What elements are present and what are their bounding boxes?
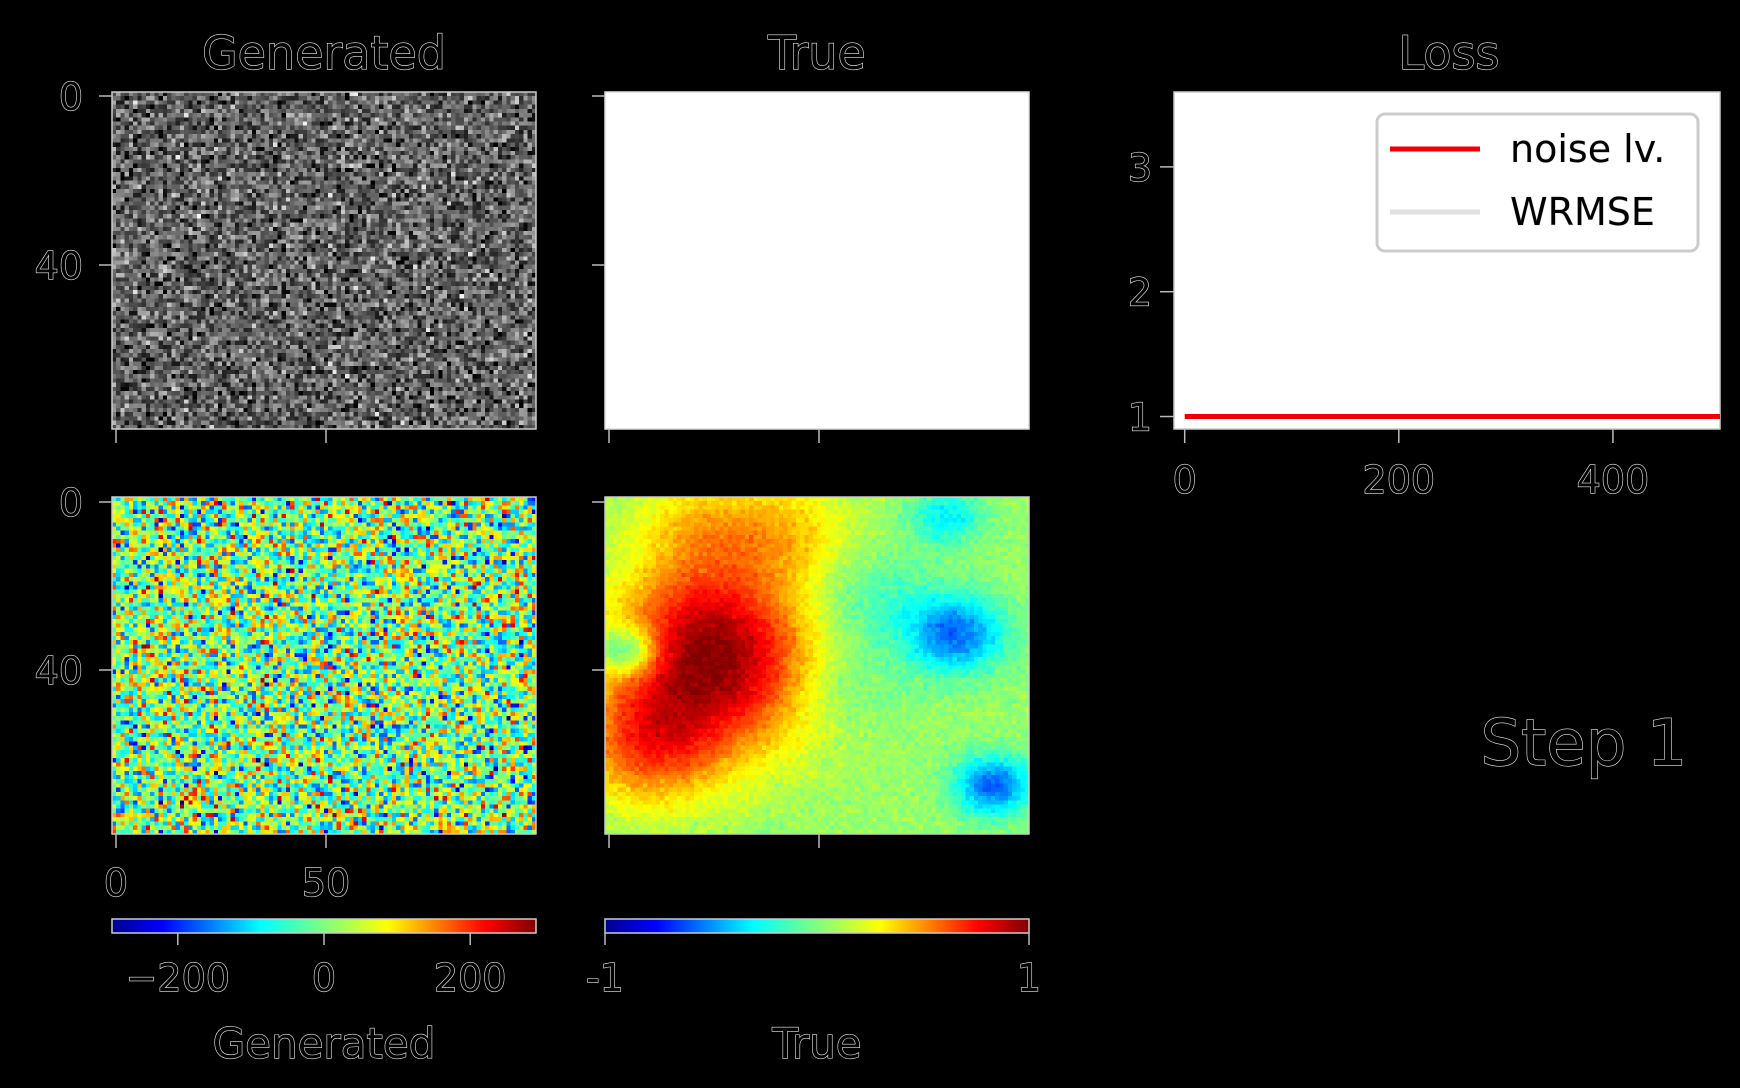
panel-generated-jet: 0 40 0 50 <box>34 480 537 906</box>
colorbar-gradient <box>604 918 1030 934</box>
x-tick-label: 0 <box>1173 458 1197 502</box>
true-field-jet-image <box>605 497 1029 834</box>
legend-label-wrmse: WRMSE <box>1510 190 1655 234</box>
panel-title-loss: Loss <box>1399 26 1500 80</box>
axes-frame <box>604 496 1030 835</box>
legend-label-noise: noise lv. <box>1510 127 1665 171</box>
axes-frame <box>111 91 537 430</box>
colorbar-tick-label: −200 <box>126 956 230 1000</box>
generated-noise-jet-image <box>112 497 536 834</box>
y-tick-label: 2 <box>1128 271 1152 315</box>
step-label: Step 1 <box>1481 707 1688 781</box>
colorbar-gradient <box>111 918 537 934</box>
panel-loss: Loss 0 200 400 1 2 3 noise lv. WRMSE <box>1127 25 1721 503</box>
colorbar-tick-label: -1 <box>586 956 624 1000</box>
panel-title-generated: Generated <box>202 26 446 80</box>
colorbar-generated: Generated −200 0 200 <box>111 918 537 1069</box>
y-tick-label: 0 <box>59 75 83 119</box>
x-tick-label: 0 <box>104 861 128 905</box>
x-tick-label: 50 <box>302 861 350 905</box>
panel-generated-gray: Generated 0 40 <box>34 25 537 443</box>
panel-title-true: True <box>767 26 866 80</box>
x-tick-label: 200 <box>1363 458 1436 502</box>
colorbar-tick-label: 200 <box>434 956 507 1000</box>
y-tick-label: 0 <box>59 481 83 525</box>
panel-true-gray: True <box>592 25 1030 443</box>
y-tick-label: 1 <box>1128 396 1152 440</box>
generated-noise-image <box>112 92 536 429</box>
loss-ticks: 0 200 400 1 2 3 <box>1127 145 1650 502</box>
colorbar-true: True -1 1 <box>585 918 1042 1069</box>
axes-frame <box>604 91 1030 430</box>
y-tick-label: 40 <box>35 649 83 693</box>
y-tick-label: 3 <box>1128 146 1152 190</box>
y-tick-label: 40 <box>35 244 83 288</box>
colorbar-label: Generated <box>213 1019 436 1068</box>
true-gray-image <box>605 92 1029 429</box>
axes-frame <box>111 496 537 835</box>
colorbar-label: True <box>771 1019 861 1068</box>
panel-true-jet <box>592 496 1030 848</box>
legend: noise lv. WRMSE <box>1375 112 1700 253</box>
colorbar-tick-label: 1 <box>1017 956 1041 1000</box>
x-tick-label: 400 <box>1577 458 1650 502</box>
colorbar-tick-label: 0 <box>312 956 336 1000</box>
